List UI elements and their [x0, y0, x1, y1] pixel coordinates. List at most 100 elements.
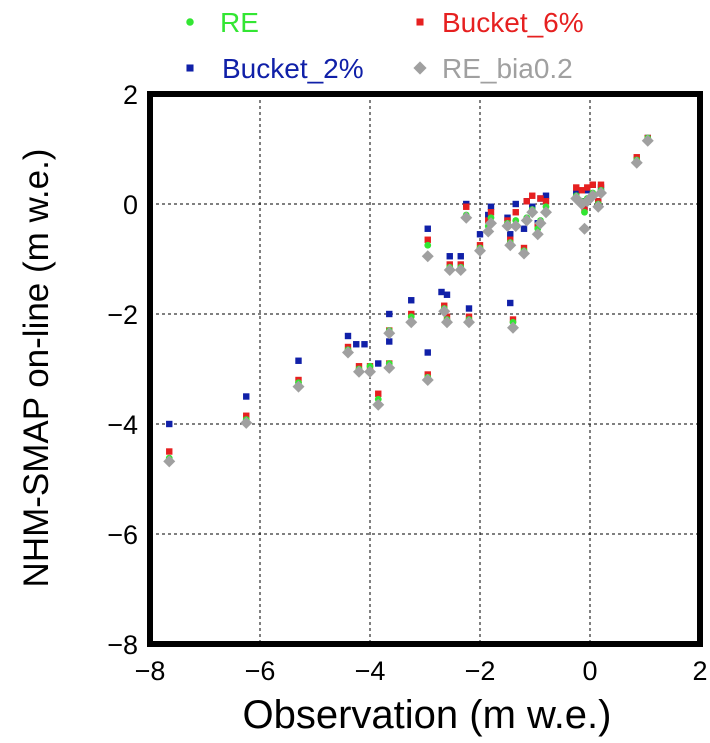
data-point [641, 134, 654, 147]
data-point [166, 448, 173, 455]
y-tick-label: −6 [107, 520, 138, 550]
data-point [446, 253, 453, 260]
data-point [463, 316, 475, 329]
data-point [487, 203, 495, 210]
data-point [353, 365, 365, 378]
legend: RE Bucket_6% Bucket_2% RE_bia0.2 [186, 7, 584, 84]
data-point [438, 288, 445, 296]
data-point [383, 327, 396, 340]
data-point [460, 211, 473, 224]
data-point [504, 239, 517, 252]
data-point [243, 393, 250, 400]
data-point [501, 220, 514, 232]
legend-label: RE_bia0.2 [442, 53, 573, 84]
data-point [292, 380, 305, 393]
data-point [465, 305, 473, 312]
data-point [424, 225, 431, 232]
data-point [441, 316, 453, 329]
data-point [487, 209, 495, 216]
data-point [476, 231, 484, 238]
data-point [443, 264, 456, 276]
data-point [537, 195, 544, 202]
data-point [589, 181, 596, 188]
data-point [474, 244, 486, 257]
data-point [405, 316, 418, 329]
data-point [424, 241, 432, 249]
x-tick-label: −2 [465, 656, 496, 686]
y-tick-label: 0 [123, 190, 138, 220]
data-point [353, 341, 360, 348]
y-axis-tick-labels: −8 −6 −4 −2 0 2 [107, 80, 138, 660]
data-point [531, 228, 544, 241]
data-point [421, 250, 434, 263]
y-tick-label: 2 [123, 80, 138, 110]
data-point [509, 220, 522, 232]
data-point [518, 247, 530, 260]
data-point [578, 222, 591, 235]
data-point [364, 365, 376, 378]
series-Bucket_6% [166, 134, 651, 455]
data-point [386, 310, 393, 318]
x-tick-label: 0 [582, 656, 597, 686]
data-point [443, 291, 451, 298]
y-tick-label: −8 [107, 630, 138, 660]
data-point [578, 187, 585, 194]
data-point [573, 184, 580, 191]
data-point [542, 192, 550, 199]
data-point [463, 203, 470, 210]
legend-item: RE [186, 7, 259, 38]
data-point [454, 264, 467, 276]
x-axis-tick-labels: −8 −6 −4 −2 0 2 [135, 656, 708, 686]
data-point [342, 346, 354, 359]
legend-marker [413, 61, 427, 75]
data-point [592, 200, 605, 213]
series-RE_bia0.2 [163, 134, 654, 468]
x-tick-label: −6 [245, 656, 276, 686]
data-point [424, 349, 431, 356]
grid-lines [150, 94, 700, 644]
legend-marker [186, 18, 194, 26]
legend-item: Bucket_2% [186, 53, 364, 84]
data-point [523, 198, 530, 205]
x-tick-label: −4 [355, 656, 386, 686]
data-point [534, 217, 547, 230]
data-point [529, 192, 536, 199]
legend-label: RE [220, 7, 259, 38]
data-point [344, 332, 352, 340]
data-point [507, 231, 514, 238]
data-point [166, 420, 173, 428]
data-point [383, 361, 396, 374]
data-point [372, 398, 385, 411]
data-point [386, 338, 393, 345]
data-point [424, 236, 431, 243]
data-point [526, 206, 539, 219]
data-point [438, 305, 451, 318]
legend-label: Bucket_2% [222, 53, 364, 84]
data-point [540, 206, 552, 219]
data-point [163, 455, 176, 468]
data-point [295, 357, 302, 364]
data-point [485, 217, 497, 230]
legend-marker [186, 64, 194, 72]
data-point [512, 200, 519, 208]
data-point [243, 412, 250, 419]
data-point [584, 184, 591, 191]
data-point [457, 253, 464, 260]
legend-label: Bucket_6% [442, 7, 584, 38]
data-point [520, 214, 533, 227]
data-point [408, 297, 415, 304]
legend-item: RE_bia0.2 [413, 53, 573, 84]
legend-marker [416, 18, 424, 26]
data-point [375, 360, 382, 367]
data-point [520, 225, 528, 232]
x-axis-label: Observation (m w.e.) [242, 693, 611, 737]
data-point [581, 208, 588, 216]
data-point [507, 321, 519, 334]
data-point [595, 187, 607, 199]
y-tick-label: −4 [107, 410, 138, 440]
data-point [421, 374, 434, 386]
x-tick-label: −8 [135, 656, 166, 686]
data-point [542, 198, 550, 205]
